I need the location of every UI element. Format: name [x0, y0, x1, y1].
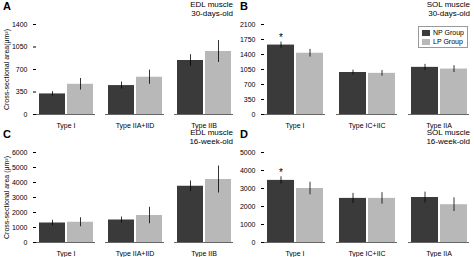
- svg-text:*: *: [279, 167, 283, 178]
- svg-text:5000: 5000: [12, 164, 28, 171]
- svg-text:2000: 2000: [12, 209, 28, 216]
- svg-text:0: 0: [24, 111, 28, 118]
- svg-text:0: 0: [252, 111, 256, 118]
- svg-text:Type I: Type I: [285, 122, 304, 130]
- svg-text:350: 350: [16, 88, 28, 95]
- svg-text:Type I: Type I: [56, 122, 75, 130]
- html-text:D: D: [240, 128, 248, 140]
- svg-text:1000: 1000: [240, 221, 256, 228]
- svg-text:0: 0: [24, 239, 28, 246]
- svg-text:2000: 2000: [240, 203, 256, 210]
- html-text:B: B: [240, 0, 248, 12]
- svg-text:Type I: Type I: [285, 250, 304, 257]
- svg-text:1400: 1400: [240, 51, 256, 58]
- svg-text:5000: 5000: [240, 149, 256, 156]
- svg-text:Type IIA+IID: Type IIA+IID: [116, 122, 155, 130]
- html-text:30-days-old: 30-days-old: [428, 9, 470, 18]
- svg-text:1050: 1050: [240, 66, 256, 73]
- html-text:C: C: [3, 128, 11, 140]
- svg-text:3000: 3000: [240, 185, 256, 192]
- html-text:EDL muscle: EDL muscle: [190, 0, 233, 9]
- svg-text:350: 350: [244, 96, 256, 103]
- html-text:30-days-old: 30-days-old: [191, 9, 233, 18]
- svg-text:Type IIB: Type IIB: [191, 250, 217, 257]
- html-text:EDL muscle: EDL muscle: [190, 128, 233, 137]
- svg-text:2100: 2100: [240, 21, 256, 28]
- svg-text:Type IC+IIC: Type IC+IIC: [348, 122, 385, 130]
- svg-text:Type IIA: Type IIA: [426, 250, 452, 257]
- html-text:LP Group: LP Group: [433, 38, 463, 45]
- svg-text:1750: 1750: [240, 36, 256, 43]
- html-text:16-week-old: 16-week-old: [426, 137, 470, 146]
- svg-text:1400: 1400: [12, 21, 28, 28]
- html-text:SOL muscle: SOL muscle: [426, 0, 470, 9]
- svg-text:0: 0: [252, 239, 256, 246]
- svg-text:Type IIA: Type IIA: [426, 122, 452, 130]
- html-text:SOL muscle: SOL muscle: [426, 128, 470, 137]
- svg-text:1050: 1050: [12, 43, 28, 50]
- svg-text:Type IIB: Type IIB: [191, 122, 217, 130]
- svg-text:3000: 3000: [12, 194, 28, 201]
- svg-text:6000: 6000: [12, 149, 28, 156]
- svg-text:*: *: [279, 32, 283, 43]
- html-text:A: A: [3, 0, 11, 12]
- svg-text:Type IC+IIC: Type IC+IIC: [348, 250, 385, 257]
- svg-text:700: 700: [16, 66, 28, 73]
- svg-text:Type IIA+IID: Type IIA+IID: [116, 250, 155, 257]
- html-text:NP Group: NP Group: [433, 29, 464, 36]
- svg-text:700: 700: [244, 81, 256, 88]
- svg-text:1000: 1000: [12, 224, 28, 231]
- svg-text:Cross-sectional area(μm²): Cross-sectional area(μm²): [3, 29, 11, 110]
- svg-text:4000: 4000: [12, 179, 28, 186]
- svg-text:Type I: Type I: [56, 250, 75, 257]
- html-text:16-week-old: 16-week-old: [189, 137, 233, 146]
- svg-text:Cross-sectional area (μm²): Cross-sectional area (μm²): [3, 156, 11, 239]
- svg-text:4000: 4000: [240, 167, 256, 174]
